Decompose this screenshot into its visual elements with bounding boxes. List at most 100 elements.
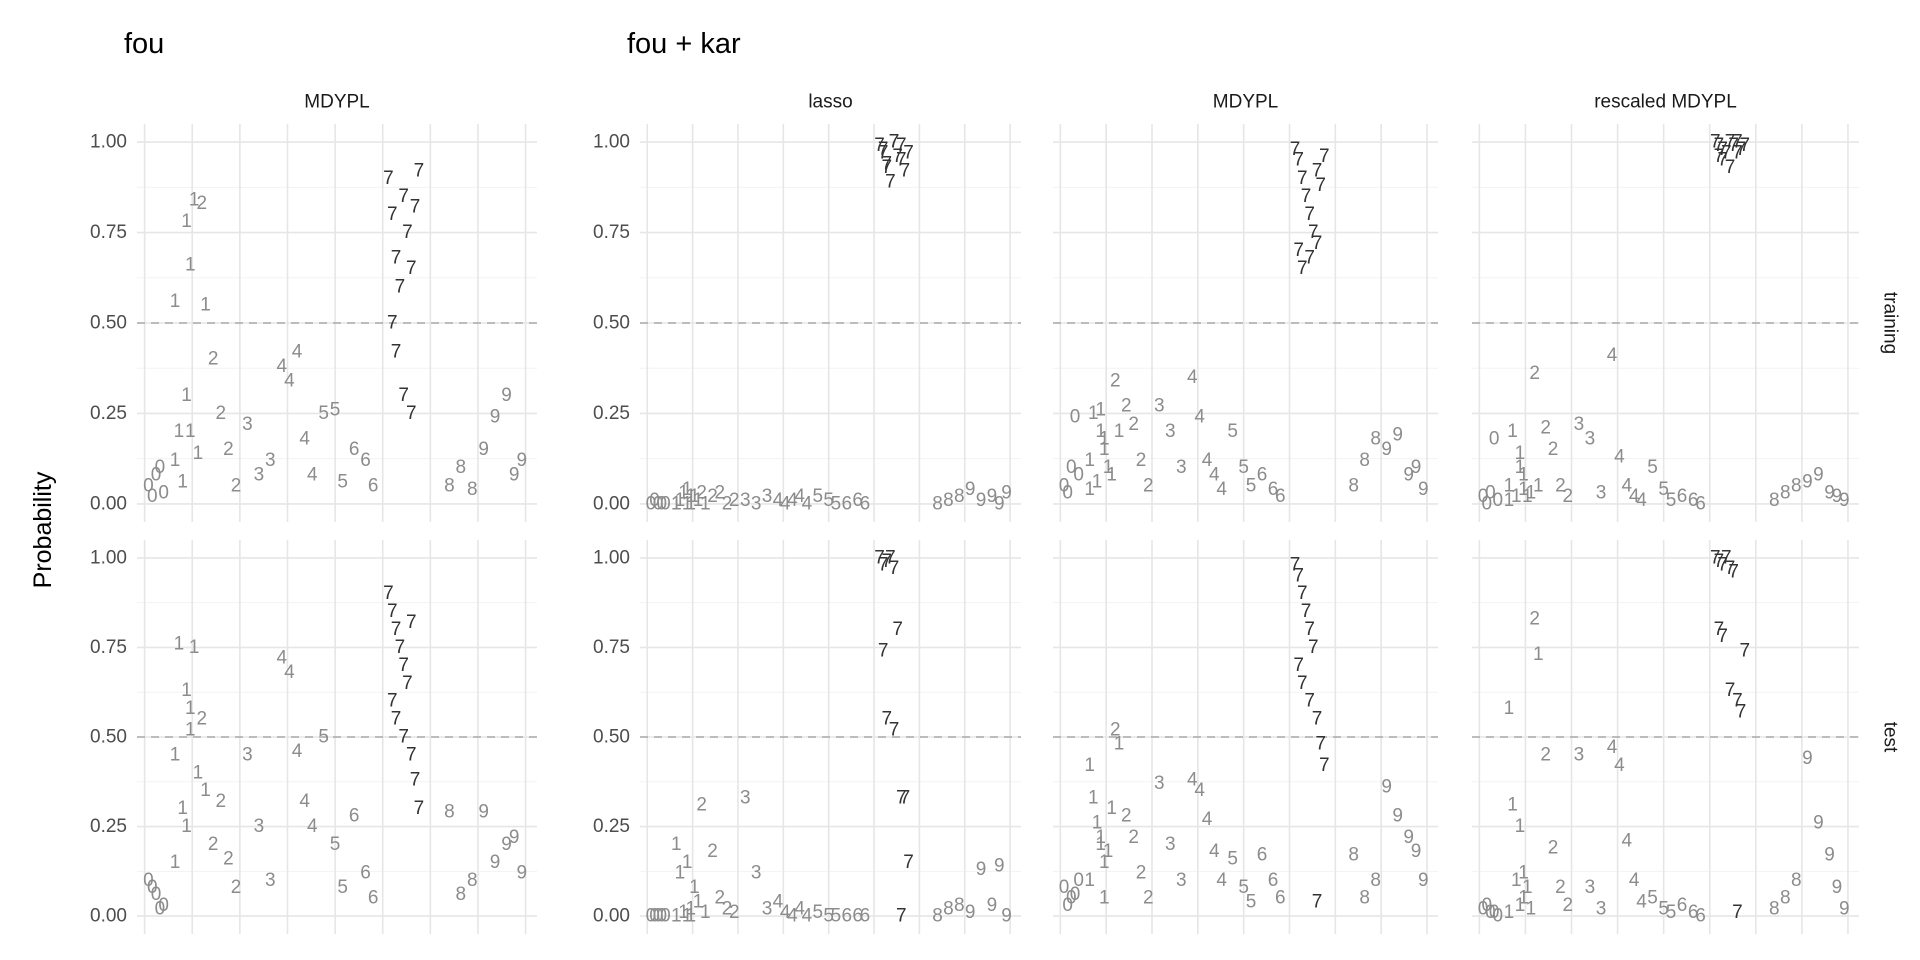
point-label: 7 — [1710, 132, 1721, 153]
point-label: 7 — [414, 798, 425, 819]
point-label: 7 — [1301, 601, 1312, 622]
point-label: 1 — [1084, 479, 1095, 500]
y-tick-label: 0.50 — [90, 313, 127, 334]
point-label: 4 — [1187, 769, 1198, 790]
point-label: 6 — [860, 493, 871, 514]
point-label: 6 — [1257, 845, 1268, 866]
point-label: 2 — [715, 483, 726, 504]
point-label: 1 — [686, 486, 697, 507]
point-label: 2 — [1555, 475, 1566, 496]
point-label: 7 — [885, 171, 896, 192]
point-label: 5 — [318, 403, 329, 424]
point-label: 2 — [1529, 608, 1540, 629]
point-label: 7 — [1732, 142, 1743, 163]
point-label: 8 — [1348, 475, 1359, 496]
point-label: 0 — [155, 898, 166, 919]
point-label: 0 — [1478, 898, 1489, 919]
point-label: 7 — [387, 204, 398, 225]
point-label: 3 — [265, 870, 276, 891]
point-label: 7 — [1717, 555, 1728, 576]
point-label: 0 — [155, 457, 166, 478]
point-label: 1 — [1504, 902, 1515, 923]
point-label: 0 — [1073, 464, 1084, 485]
point-label: 3 — [1574, 414, 1585, 435]
point-label: 7 — [881, 709, 892, 730]
point-label: 1 — [193, 762, 204, 783]
group-title: fou + kar — [627, 28, 741, 60]
y-tick-label: 0.50 — [593, 727, 630, 748]
point-label: 7 — [402, 673, 413, 694]
point-label: 4 — [1607, 737, 1618, 758]
point-label: 0 — [660, 906, 671, 927]
point-label: 7 — [878, 139, 889, 160]
point-label: 0 — [1485, 483, 1496, 504]
point-label: 4 — [1636, 490, 1647, 511]
point-label: 1 — [1515, 443, 1526, 464]
point-label: 6 — [852, 906, 863, 927]
point-label: 1 — [682, 493, 693, 514]
point-label: 9 — [509, 464, 520, 485]
point-label: 9 — [965, 479, 976, 500]
point-label: 7 — [903, 852, 914, 873]
point-label: 7 — [1732, 691, 1743, 712]
point-label: 7 — [892, 146, 903, 167]
point-label: 1 — [678, 902, 689, 923]
point-label: 5 — [1246, 475, 1257, 496]
point-label: 2 — [1548, 838, 1559, 859]
point-label: 0 — [151, 884, 162, 905]
point-label: 1 — [170, 852, 181, 873]
point-label: 1 — [675, 490, 686, 511]
point-label: 7 — [1312, 233, 1323, 254]
y-tick-label: 1.00 — [593, 132, 630, 153]
point-label: 6 — [842, 906, 853, 927]
point-label: 1 — [678, 483, 689, 504]
point-label: 7 — [889, 132, 900, 153]
point-label: 4 — [1622, 830, 1633, 851]
point-label: 1 — [1504, 698, 1515, 719]
point-label: 7 — [402, 222, 413, 243]
point-label: 9 — [1418, 479, 1429, 500]
point-label: 3 — [751, 493, 762, 514]
point-label: 8 — [943, 490, 954, 511]
point-label: 4 — [1194, 780, 1205, 801]
y-tick-label: 0.75 — [593, 637, 630, 658]
point-label: 9 — [516, 450, 527, 471]
point-label: 4 — [802, 493, 813, 514]
point-label: 0 — [646, 906, 657, 927]
point-label: 1 — [181, 385, 192, 406]
point-label: 7 — [1717, 150, 1728, 171]
point-label: 2 — [1136, 863, 1147, 884]
point-label: 7 — [1319, 755, 1330, 776]
point-label: 0 — [1489, 428, 1500, 449]
point-label: 7 — [896, 906, 907, 927]
point-label: 1 — [1515, 816, 1526, 837]
point-label: 4 — [1629, 870, 1640, 891]
point-label: 9 — [987, 895, 998, 916]
point-label: 3 — [751, 863, 762, 884]
point-label: 2 — [1121, 396, 1132, 417]
point-label: 4 — [1209, 841, 1220, 862]
point-label: 2 — [722, 493, 733, 514]
point-label: 2 — [729, 490, 740, 511]
point-label: 2 — [1143, 888, 1154, 909]
point-label: 3 — [1176, 870, 1187, 891]
point-label: 4 — [1187, 367, 1198, 388]
point-label: 4 — [1194, 407, 1205, 428]
point-label: 1 — [1511, 486, 1522, 507]
point-label: 0 — [1070, 884, 1081, 905]
point-label: 1 — [686, 898, 697, 919]
point-label: 2 — [722, 898, 733, 919]
point-label: 1 — [689, 486, 700, 507]
point-label: 4 — [1202, 450, 1213, 471]
point-label: 1 — [1099, 439, 1110, 460]
point-label: 1 — [1095, 421, 1106, 442]
point-label: 1 — [1515, 895, 1526, 916]
y-tick-label: 1.00 — [90, 132, 127, 153]
point-label: 9 — [1403, 464, 1414, 485]
point-label: 1 — [200, 780, 211, 801]
point-label: 8 — [1780, 483, 1791, 504]
point-label: 1 — [1504, 490, 1515, 511]
point-label: 3 — [1154, 396, 1165, 417]
point-label: 8 — [943, 898, 954, 919]
point-label: 2 — [1110, 719, 1121, 740]
